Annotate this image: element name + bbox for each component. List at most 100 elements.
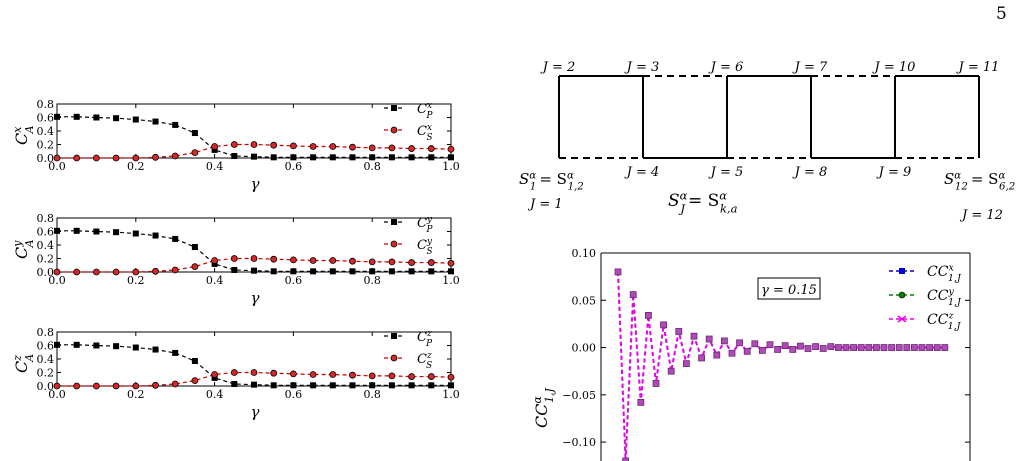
legend-label: Cz P: [417, 329, 433, 349]
data-point: [895, 344, 903, 351]
y-tick-label: 0.6: [37, 112, 55, 125]
x-tick-label: 0.2: [127, 388, 145, 401]
data-point: [172, 349, 179, 356]
y-tick-label: −0.10: [562, 436, 596, 449]
legend-marker: [897, 315, 907, 323]
data-point: [369, 382, 376, 389]
data-point: [804, 345, 812, 352]
data-point: [152, 153, 159, 161]
corner-left-formula: Sα 1 = Sα 1,2: [519, 170, 584, 193]
corner-right-formula: Sα 12 = Sα 6,2: [944, 170, 1015, 193]
data-point: [250, 369, 258, 376]
legend-label: CCz 1,J: [927, 311, 962, 333]
x-tick-label: 0.4: [206, 160, 224, 173]
data-point: [329, 154, 336, 161]
data-point: [408, 382, 415, 389]
data-point: [721, 337, 728, 345]
data-point: [310, 154, 317, 161]
data-point: [614, 268, 622, 276]
data-point: [629, 291, 637, 299]
data-point: [728, 349, 736, 357]
data-point: [309, 257, 317, 264]
y-tick-label: 0.2: [37, 139, 55, 152]
data-point: [683, 360, 690, 368]
data-point: [698, 354, 705, 362]
data-point: [447, 259, 455, 267]
data-point: [388, 268, 395, 275]
data-point: [172, 235, 179, 242]
data-point: [270, 141, 278, 149]
legend-marker: [390, 354, 398, 362]
site-label-top: J = 10: [872, 60, 916, 75]
y-tick-label: 0.00: [572, 342, 597, 355]
y-axis-label: CxA: [11, 125, 36, 145]
y-tick-label: 0.05: [572, 294, 597, 307]
data-point: [819, 345, 827, 352]
data-point: [53, 268, 61, 276]
y-tick-label: 0.4: [37, 353, 55, 366]
data-point: [270, 369, 278, 377]
data-point: [191, 130, 198, 137]
y-axis-label: CyA: [11, 239, 36, 259]
data-point: [113, 343, 120, 350]
x-tick-label: 0.4: [206, 274, 224, 287]
data-point: [53, 154, 61, 162]
data-point: [93, 342, 100, 349]
data-point: [93, 268, 100, 276]
data-point: [368, 258, 376, 266]
data-point: [660, 321, 667, 329]
data-point: [675, 328, 683, 335]
site-label-top: J = 6: [708, 60, 744, 75]
data-point: [911, 344, 918, 351]
site-label-bottom: J = 4: [624, 165, 660, 180]
data-point: [349, 382, 356, 389]
data-point: [743, 347, 751, 355]
data-point: [448, 268, 454, 275]
data-point: [751, 340, 759, 348]
y-axis-label-text: CyA: [11, 239, 36, 259]
x-tick-label: 0.8: [363, 388, 381, 401]
page-number: 5: [996, 4, 1007, 24]
data-point: [827, 343, 835, 351]
site-label-top: J = 11: [956, 60, 1000, 75]
data-point: [645, 311, 652, 319]
data-point: [231, 380, 238, 387]
data-point: [270, 255, 278, 263]
annotation-text: γ = 0.15: [761, 283, 817, 298]
data-point: [448, 154, 454, 161]
data-point: [289, 142, 297, 150]
data-point: [152, 232, 159, 239]
data-point: [736, 339, 743, 347]
legend-marker: [898, 291, 906, 299]
y-tick-label: 0.0: [37, 266, 55, 279]
data-point: [191, 358, 198, 365]
data-point: [152, 118, 159, 125]
data-point: [230, 255, 238, 262]
x-tick-label: 1.0: [442, 160, 460, 173]
data-point: [112, 268, 120, 276]
site-label-top: J = 2: [540, 60, 576, 75]
data-point: [93, 154, 100, 162]
series-line-x: [617, 271, 945, 461]
data-point: [310, 382, 317, 389]
site-label-bottom: J = 8: [792, 165, 828, 180]
data-point: [926, 344, 933, 351]
data-point: [191, 263, 199, 271]
data-point: [171, 266, 179, 274]
data-point: [171, 152, 179, 160]
data-point: [270, 382, 277, 389]
data-point: [408, 145, 416, 152]
data-point: [369, 268, 376, 275]
site-label-bottom: J = 5: [708, 165, 744, 180]
data-point: [73, 154, 81, 162]
data-point: [369, 154, 376, 161]
data-point: [388, 154, 395, 161]
data-point: [93, 228, 100, 235]
data-point: [713, 351, 721, 359]
legend-label: Cy S: [417, 237, 433, 257]
x-tick-label: 0.0: [48, 274, 66, 287]
center-formula: Sα J = Sα k,a: [668, 189, 738, 216]
